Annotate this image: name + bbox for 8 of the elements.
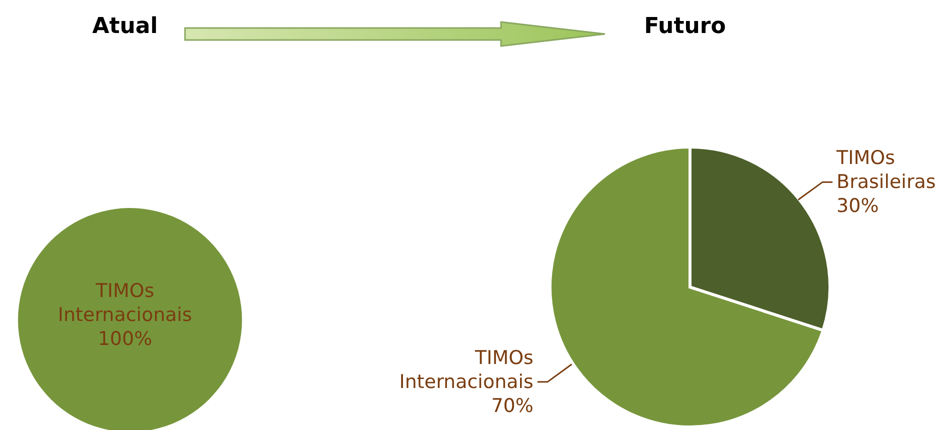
slice-label: TIMOs Internacionais: [399, 346, 534, 393]
data-label: 30%: [836, 195, 879, 218]
data-label: 100%: [98, 328, 152, 350]
slice-label: TIMOs Brasileiras: [836, 147, 936, 194]
slice-label: TIMOs Internacionais: [58, 280, 192, 326]
data-label: 70%: [491, 394, 534, 417]
chart-title: Futuro: [643, 14, 727, 39]
chart-title: Atual: [91, 14, 159, 39]
